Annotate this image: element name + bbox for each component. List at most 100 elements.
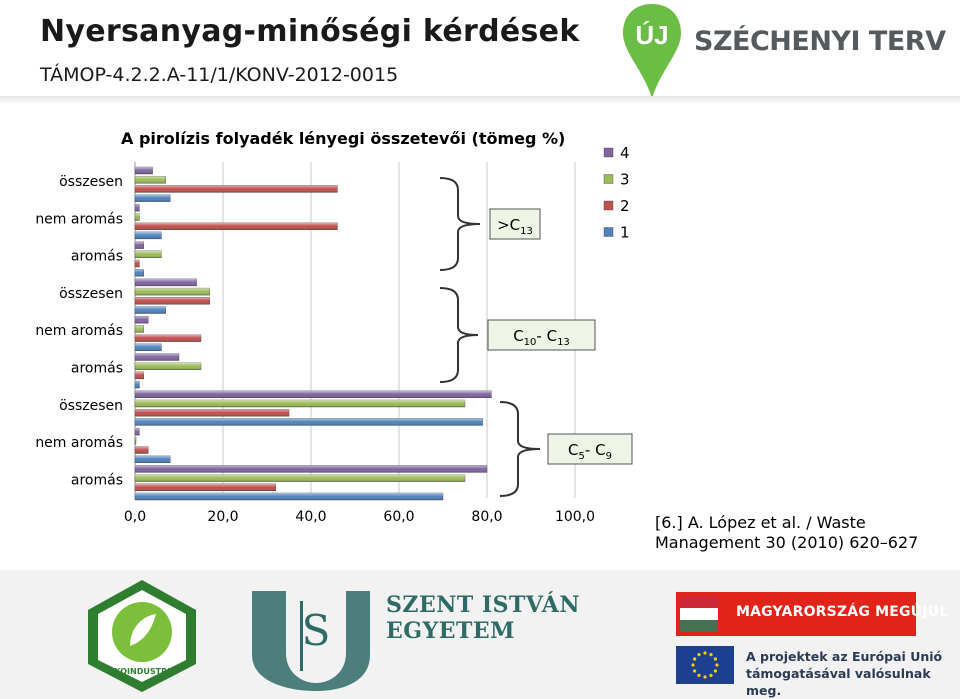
bar-shade xyxy=(135,455,171,463)
bar-shade xyxy=(135,204,140,212)
banner-text: MAGYARORSZÁG MEGÚJUL xyxy=(736,604,949,620)
bar-shade xyxy=(135,213,140,221)
bar-shade xyxy=(135,222,338,230)
eu-star xyxy=(691,663,695,667)
bar-shade xyxy=(135,437,136,445)
bar-shade xyxy=(135,269,144,277)
eu-star xyxy=(703,675,707,679)
group-label: >C13 xyxy=(497,216,533,237)
category-label: összesen xyxy=(59,286,123,302)
bar-shade xyxy=(135,465,487,473)
bar-shade xyxy=(135,288,210,296)
bar-shade xyxy=(135,493,443,500)
bar-shade xyxy=(135,409,289,417)
bar-shade xyxy=(135,306,166,314)
legend-label-2: 2 xyxy=(620,197,630,215)
legend-swatch-4 xyxy=(603,147,614,158)
bar-shade xyxy=(135,194,171,202)
eu-support-text: A projektek az Európai Unió támogatásáva… xyxy=(746,648,960,699)
eu-star xyxy=(697,653,701,657)
x-tick-label: 100,0 xyxy=(555,509,595,525)
bar-shade xyxy=(135,446,149,454)
bar-shade xyxy=(135,316,149,324)
x-tick-label: 0,0 xyxy=(124,509,146,525)
group-label: C10- C13 xyxy=(513,327,570,348)
x-tick-label: 60,0 xyxy=(383,509,414,525)
composition-bar-chart: A pirolízis folyadék lényegi összetevői … xyxy=(35,129,633,525)
bar-shade xyxy=(135,390,492,398)
x-tick-label: 80,0 xyxy=(471,509,502,525)
eu-stars-icon xyxy=(691,651,719,679)
eu-star xyxy=(709,673,713,677)
bar-shade xyxy=(135,418,483,426)
pin-text: ÚJ xyxy=(635,20,668,50)
legend-label-3: 3 xyxy=(620,171,630,189)
bar-shade xyxy=(135,362,201,370)
bar-shade xyxy=(135,176,166,184)
group-label-box xyxy=(487,319,596,351)
university-line-2: EGYETEM xyxy=(386,618,516,644)
header-divider xyxy=(0,96,960,104)
group-bracket xyxy=(439,177,481,271)
eu-star xyxy=(697,673,701,677)
bar-shade xyxy=(135,343,162,351)
bar-shade xyxy=(135,260,140,267)
legend-label-4: 4 xyxy=(620,144,630,162)
bar-shade xyxy=(135,297,210,305)
bar-shade xyxy=(135,250,162,258)
group-label-box xyxy=(489,208,541,240)
bar-shade xyxy=(135,185,338,193)
bar-shade xyxy=(135,371,144,379)
magyarorszag-megujul-banner xyxy=(676,592,916,636)
bar-shade xyxy=(135,278,197,286)
bar-shade xyxy=(135,483,276,491)
eu-star xyxy=(713,669,717,673)
szent-istvan-text: SZENT ISTVÁN EGYETEM xyxy=(386,592,580,644)
page-title: Nyersanyag-minőségi kérdések xyxy=(40,14,580,49)
eu-star xyxy=(703,651,707,655)
university-line-1: SZENT ISTVÁN xyxy=(386,592,580,618)
eu-line-2: támogatásával valósulnak meg. xyxy=(746,666,931,698)
category-label: aromás xyxy=(71,249,123,265)
project-code: TÁMOP-4.2.2.A-11/1/KONV-2012-0015 xyxy=(40,64,399,86)
bar-shade xyxy=(135,325,144,333)
okoindustria-logo: ÖKOINDUSTRIA xyxy=(88,580,196,692)
svg-text:S: S xyxy=(302,606,331,655)
group-bracket xyxy=(499,401,541,497)
szechenyi-pin-logo: ÚJ xyxy=(623,4,681,98)
okoindustria-text: ÖKOINDUSTRIA xyxy=(108,666,178,676)
category-label: aromás xyxy=(71,361,123,377)
szechenyi-terv-text: SZÉCHENYI TERV xyxy=(694,26,946,57)
eu-flag xyxy=(676,646,734,684)
bar-shade xyxy=(135,231,162,239)
legend-swatch-3 xyxy=(603,174,614,184)
group-label-box xyxy=(547,433,633,465)
group-bracket xyxy=(439,287,479,383)
eu-star xyxy=(709,653,713,657)
bar-shade xyxy=(135,353,179,361)
eu-star xyxy=(693,669,697,673)
chart-title: A pirolízis folyadék lényegi összetevői … xyxy=(121,129,565,148)
category-label: összesen xyxy=(59,174,123,190)
bar-shade xyxy=(135,241,144,249)
legend-label-1: 1 xyxy=(620,224,630,242)
reference-citation: [6.] A. López et al. / Waste Management … xyxy=(655,513,918,553)
category-label: nem aromás xyxy=(35,323,123,339)
bar-shade xyxy=(135,474,465,482)
bar-shade xyxy=(135,428,140,436)
eu-star xyxy=(715,663,719,667)
szent-istvan-crest: S xyxy=(252,591,370,691)
eu-star xyxy=(693,657,697,661)
reference-line-1: [6.] A. López et al. / Waste xyxy=(655,513,866,532)
group-label: C5- C9 xyxy=(568,441,612,462)
category-label: összesen xyxy=(59,398,123,414)
bar-shade xyxy=(135,167,153,174)
x-tick-label: 40,0 xyxy=(295,509,326,525)
bar-shade xyxy=(135,334,201,342)
eu-star xyxy=(713,657,717,661)
x-tick-label: 20,0 xyxy=(207,509,238,525)
legend-swatch-2 xyxy=(603,200,614,211)
bar-shade xyxy=(135,381,140,389)
category-label: nem aromás xyxy=(35,211,123,227)
reference-line-2: Management 30 (2010) 620–627 xyxy=(655,533,919,552)
